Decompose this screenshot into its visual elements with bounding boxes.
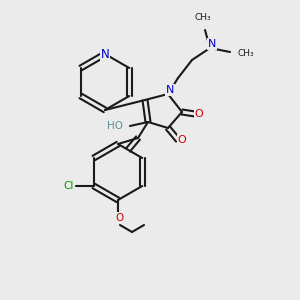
Text: CH₃: CH₃ <box>195 13 211 22</box>
Text: N: N <box>208 39 216 49</box>
Text: CH₃: CH₃ <box>237 50 253 58</box>
Text: O: O <box>195 109 203 119</box>
Text: HO: HO <box>107 121 123 131</box>
Text: Cl: Cl <box>64 181 74 191</box>
Text: O: O <box>178 135 186 145</box>
Text: N: N <box>166 85 174 95</box>
Text: N: N <box>100 47 109 61</box>
Text: O: O <box>116 213 124 223</box>
